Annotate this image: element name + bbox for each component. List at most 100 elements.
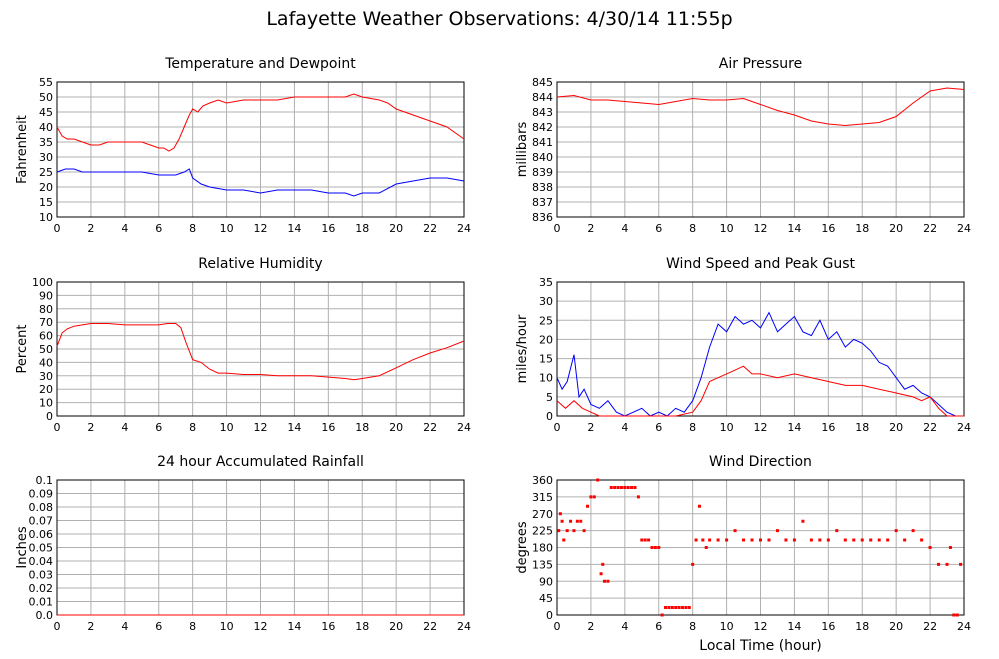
direction-point <box>697 504 701 508</box>
temp-series-line-0 <box>56 93 465 152</box>
direction-point <box>557 529 561 533</box>
rain-xtick-label: 24 <box>457 620 471 633</box>
direction-ytick-label: 270 <box>532 508 553 521</box>
humidity-xtick-label: 10 <box>220 421 234 434</box>
wind-xtick-label: 4 <box>621 421 628 434</box>
rain-xtick-label: 4 <box>121 620 128 633</box>
humidity-xtick-label: 6 <box>155 421 162 434</box>
direction-point <box>886 538 890 542</box>
rain-ytick-label: 0.0 <box>36 609 54 622</box>
temp-xtick-label: 10 <box>220 222 234 235</box>
pressure-xtick-label: 2 <box>587 222 594 235</box>
pressure-series-line-0 <box>556 87 965 127</box>
pressure-title: Air Pressure <box>719 56 802 72</box>
temp-series-line-1 <box>56 168 465 197</box>
humidity-series-line-0 <box>56 323 465 381</box>
temp-ylabel: Fahrenheit <box>15 115 30 184</box>
direction-xtick-label: 4 <box>621 620 628 633</box>
pressure-xtick-label: 18 <box>855 222 869 235</box>
direction-point <box>674 606 678 609</box>
direction-xtick-label: 16 <box>821 620 835 633</box>
rain-ytick-label: 0.04 <box>29 555 54 568</box>
direction-point <box>592 495 596 499</box>
direction-point <box>680 606 684 609</box>
rain-ytick-label: 0.06 <box>29 528 54 541</box>
direction-xtick-label: 8 <box>689 620 696 633</box>
wind-series-line-0 <box>556 311 964 417</box>
temp-ytick-label: 15 <box>39 196 53 209</box>
direction-xtick-label: 22 <box>923 620 937 633</box>
direction-point <box>767 538 771 542</box>
humidity-ytick-label: 100 <box>32 276 53 289</box>
wind-xtick-label: 8 <box>689 421 696 434</box>
temp-ytick-label: 30 <box>39 151 53 164</box>
direction-point <box>843 538 847 542</box>
direction-xtick-label: 18 <box>855 620 869 633</box>
direction-ytick-label: 360 <box>532 474 553 487</box>
direction-point <box>818 538 822 542</box>
wind-ytick-label: 10 <box>539 372 553 385</box>
humidity-xtick-label: 20 <box>389 421 403 434</box>
direction-point <box>920 538 924 542</box>
wind-xtick-label: 6 <box>655 421 662 434</box>
direction-point <box>640 538 644 542</box>
direction-point <box>619 486 623 489</box>
humidity-ytick-label: 40 <box>39 356 53 369</box>
rain-xtick-label: 0 <box>54 620 61 633</box>
pressure-xtick-label: 4 <box>621 222 628 235</box>
humidity-ytick-label: 90 <box>39 289 53 302</box>
direction-xtick-label: 20 <box>889 620 903 633</box>
rain-xtick-label: 2 <box>87 620 94 633</box>
rain-xtick-label: 20 <box>389 620 403 633</box>
humidity-ylabel: Percent <box>15 325 30 374</box>
direction-point <box>937 562 941 566</box>
direction-point <box>687 606 691 609</box>
direction-point <box>599 572 603 576</box>
direction-point <box>801 519 805 523</box>
direction-xtick-label: 6 <box>655 620 662 633</box>
direction-point <box>636 495 640 499</box>
direction-point <box>903 538 907 542</box>
direction-point <box>708 538 712 542</box>
wind-xtick-label: 22 <box>923 421 937 434</box>
rain-xtick-label: 22 <box>423 620 437 633</box>
rain-xtick-label: 10 <box>220 620 234 633</box>
direction-point <box>809 538 813 542</box>
direction-point <box>704 546 708 549</box>
pressure-ytick-label: 844 <box>532 91 553 104</box>
direction-title: Wind Direction <box>709 454 812 470</box>
pressure-xtick-label: 0 <box>554 222 561 235</box>
temp-xtick-label: 16 <box>321 222 335 235</box>
direction-ytick-label: 0 <box>546 609 553 622</box>
temp-ytick-label: 20 <box>39 181 53 194</box>
direction-point <box>602 579 606 583</box>
wind-xtick-label: 14 <box>787 421 801 434</box>
wind-ytick-label: 20 <box>539 333 553 346</box>
direction-point <box>691 562 695 566</box>
humidity-ytick-label: 10 <box>39 397 53 410</box>
direction-point <box>667 606 671 609</box>
direction-point <box>609 486 613 489</box>
direction-ytick-label: 90 <box>539 575 553 588</box>
temp-xtick-label: 24 <box>457 222 471 235</box>
temp-xtick-label: 0 <box>54 222 61 235</box>
pressure-ytick-label: 840 <box>532 151 553 164</box>
direction-point <box>955 613 959 617</box>
temp-xtick-label: 22 <box>423 222 437 235</box>
rain-ytick-label: 0.02 <box>29 582 54 595</box>
humidity-ytick-label: 20 <box>39 383 53 396</box>
temp-ytick-label: 25 <box>39 166 53 179</box>
direction-xtick-label: 0 <box>554 620 561 633</box>
humidity-title: Relative Humidity <box>198 256 322 272</box>
wind-ytick-label: 5 <box>546 391 553 404</box>
direction-point <box>664 606 668 609</box>
wind-ytick-label: 30 <box>539 295 553 308</box>
direction-point <box>684 606 688 609</box>
wind-xtick-label: 20 <box>889 421 903 434</box>
direction-point <box>716 538 720 542</box>
direction-point <box>860 538 864 542</box>
direction-point <box>670 606 674 609</box>
humidity-xtick-label: 18 <box>355 421 369 434</box>
direction-point <box>616 486 620 489</box>
direction-point <box>626 486 630 489</box>
